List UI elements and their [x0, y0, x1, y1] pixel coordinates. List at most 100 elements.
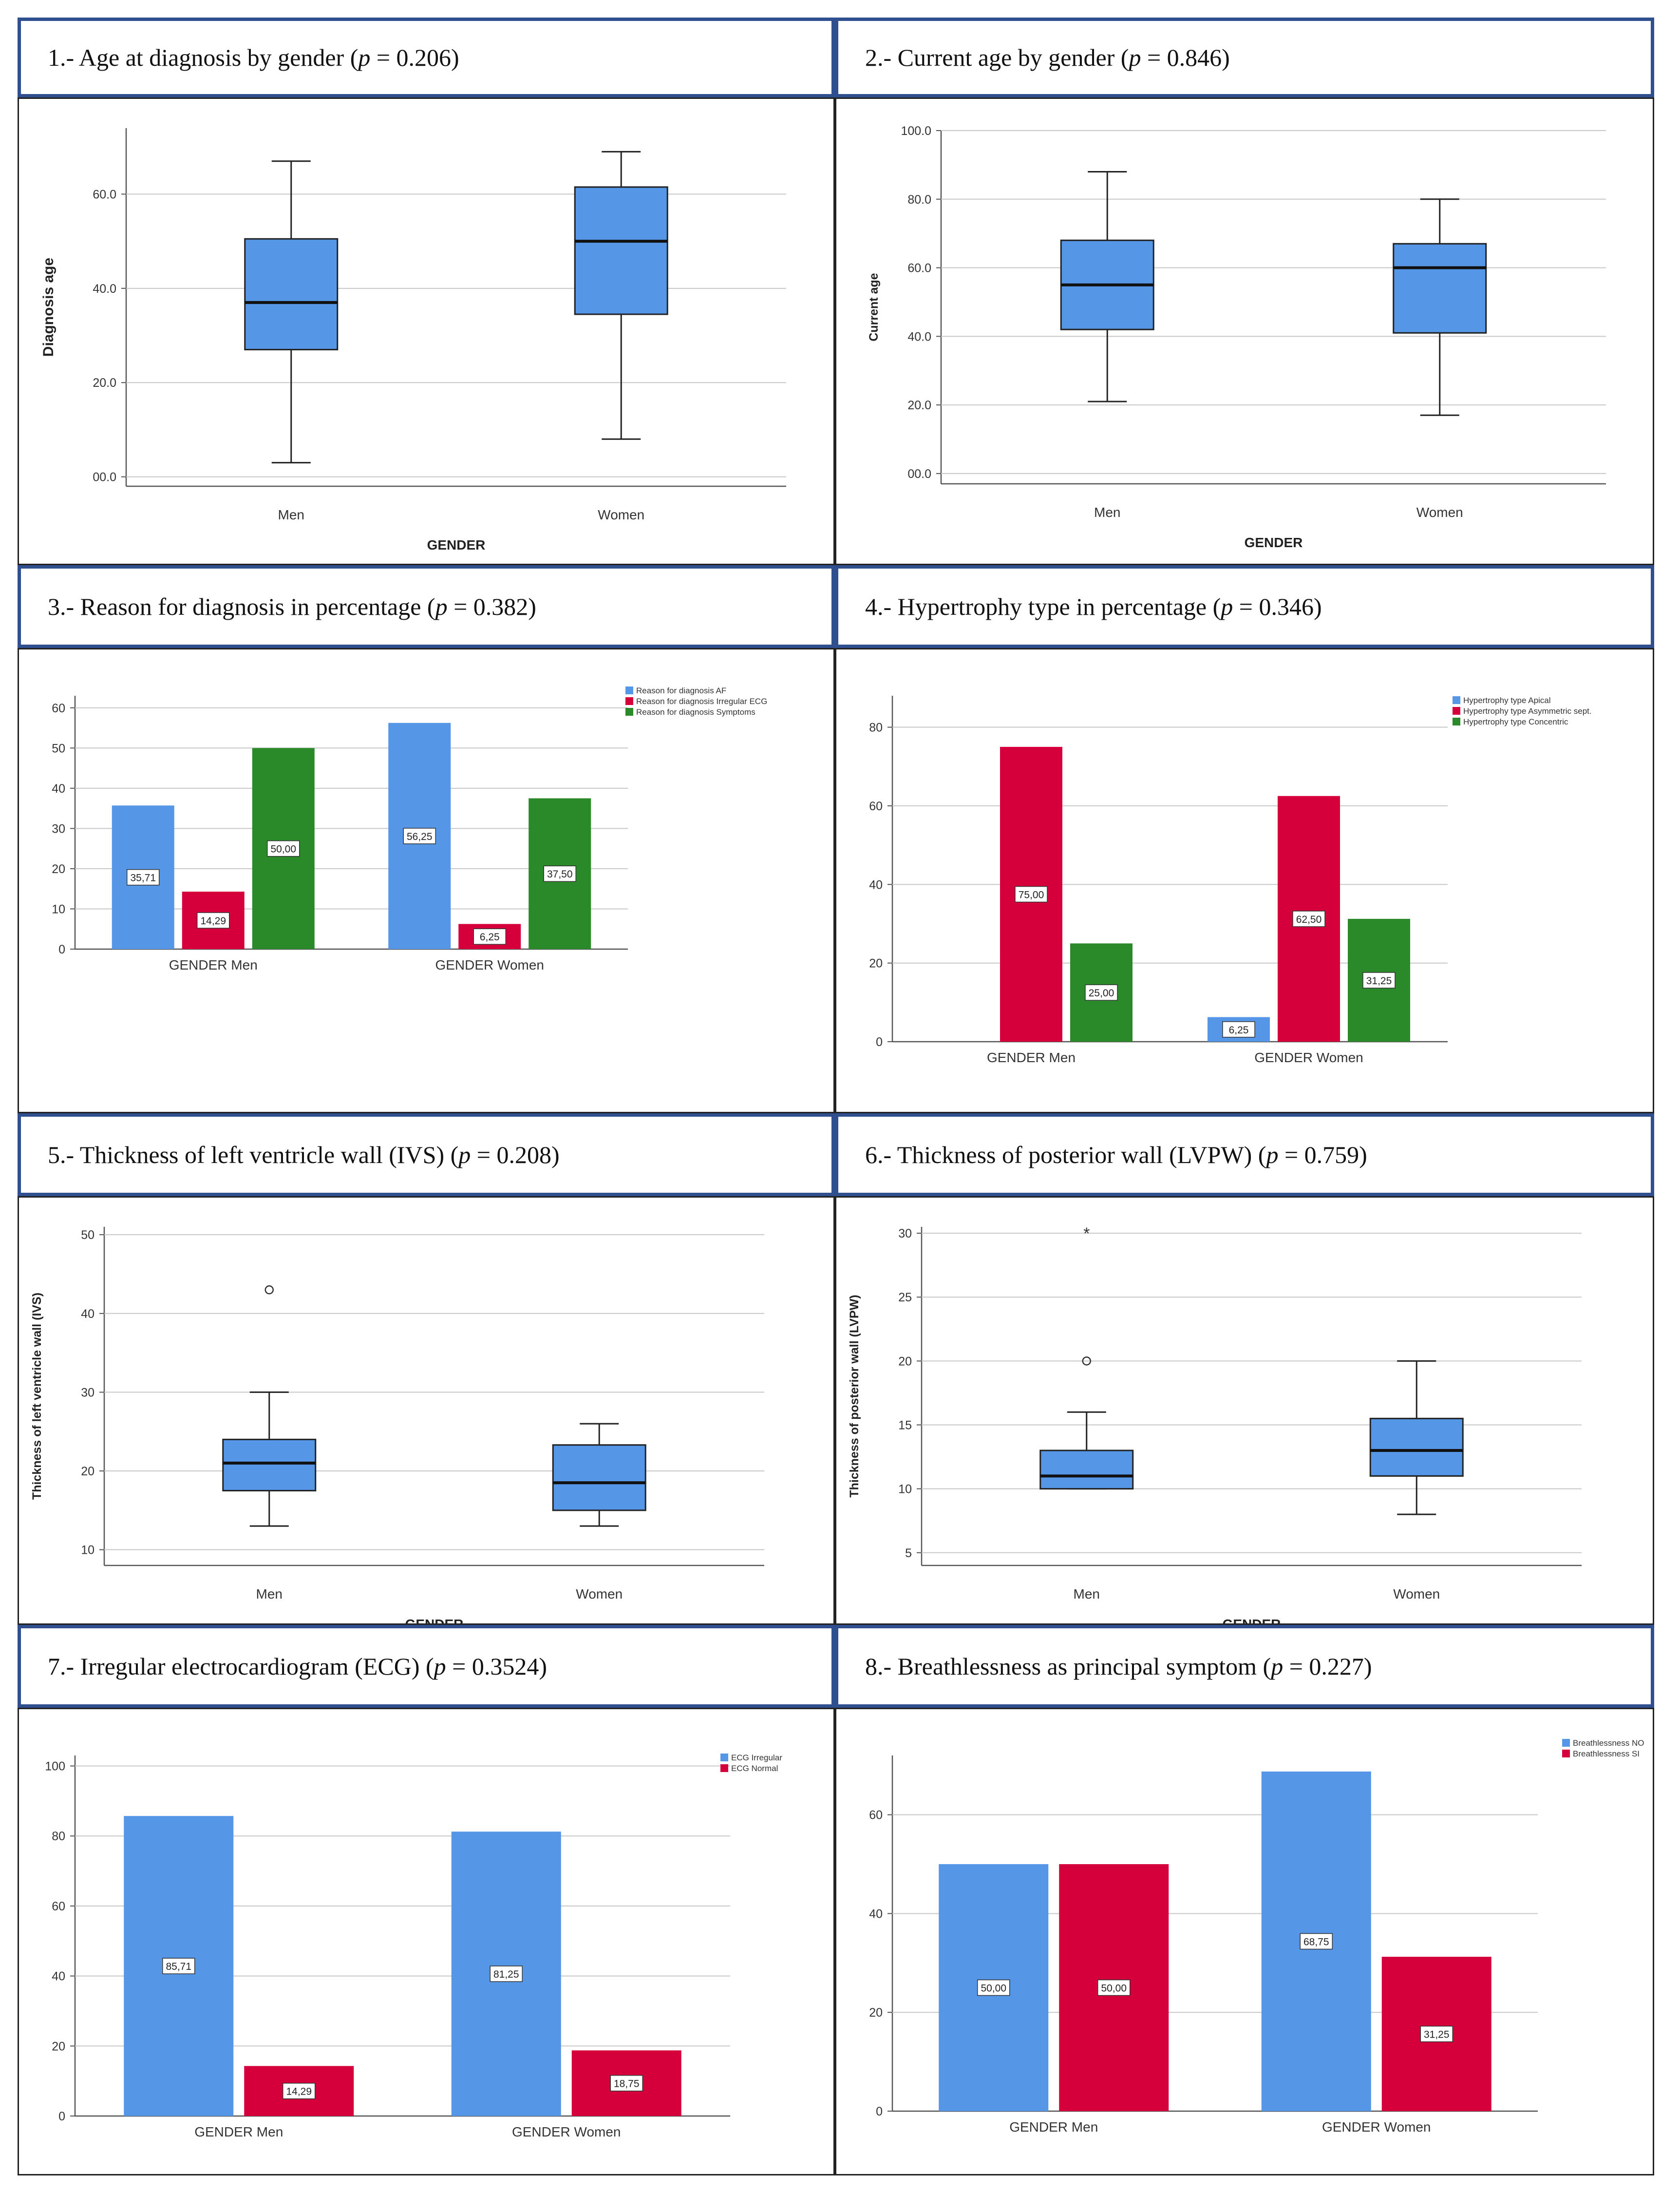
data-label-box: [1015, 886, 1048, 903]
chart-panel-8: 0 20 40 60 50,00 50,00 GENDER Men 68,75 31,25 GEN…: [835, 1708, 1654, 2175]
y-tick-label: 100.0: [901, 124, 931, 138]
legend-swatch: [720, 1754, 728, 1761]
legend-label: Hypertrophy type Concentric: [1463, 717, 1568, 726]
chart-title-box-8: 8.- Breathlessness as principal symptom …: [835, 1625, 1654, 1708]
data-label: 31,25: [1366, 975, 1392, 987]
p-value: = 0.206): [370, 44, 459, 71]
y-tick-label: 60.0: [907, 262, 931, 275]
legend-swatch: [720, 1764, 728, 1772]
data-label: 6,25: [1229, 1025, 1249, 1036]
chart-title: 5.- Thickness of left ventricle wall (IV…: [21, 1141, 560, 1169]
data-label-box: [473, 928, 506, 945]
data-label-box: [1300, 1933, 1333, 1950]
data-label-box: [1222, 1021, 1255, 1038]
y-tick-label: 40: [81, 1307, 94, 1321]
data-label-box: [127, 869, 160, 886]
y-tick-label: 40: [52, 782, 65, 796]
y-tick-label: 30: [898, 1227, 912, 1240]
data-label-box: [1097, 1979, 1131, 1996]
y-tick-label: 50: [81, 1228, 94, 1242]
y-tick-label: 20: [52, 862, 65, 876]
chart-title-box-1: 1.- Age at diagnosis by gender (p = 0.20…: [18, 18, 835, 97]
chart-panel-1: 00.0 20.0 40.0 60.0 Men Women GENDER Diagnosis …: [18, 97, 835, 565]
y-tick-label: 20: [52, 2040, 65, 2053]
p-value: = 0.227): [1283, 1653, 1372, 1680]
y-tick-label: 0: [876, 2105, 883, 2118]
legend-swatch: [1453, 696, 1460, 704]
legend-swatch: [625, 697, 633, 705]
p-symbol: p: [1266, 1141, 1279, 1168]
y-tick-label: 40: [869, 878, 883, 892]
p-symbol: p: [1271, 1653, 1284, 1680]
outlier-point: [1082, 1356, 1091, 1366]
chart-title-text: 7.- Irregular electrocardiogram (ECG) (: [48, 1653, 434, 1680]
chart-title: 6.- Thickness of posterior wall (LVPW) (…: [838, 1141, 1367, 1169]
p-symbol: p: [358, 44, 371, 71]
chart-panel-6: 5 10 15 20 25 30 * Men Women GENDER Thickness of p…: [835, 1196, 1654, 1626]
y-tick-label: 20.0: [907, 399, 931, 412]
chart-title-box-3: 3.- Reason for diagnosis in percentage (…: [18, 565, 835, 648]
chart-svg-1: 00.0 20.0 40.0 60.0 Men Women GENDER Diagnosis …: [40, 128, 786, 553]
chart-title: 2.- Current age by gender (p = 0.846): [838, 43, 1230, 72]
legend-label: Hypertrophy type Asymmetric sept.: [1463, 706, 1592, 716]
y-tick-label: 30: [81, 1386, 94, 1399]
x-category-label: GENDER Women: [435, 957, 544, 973]
chart-panel-7: 0 20 40 60 80 100 85,71 14,29 GENDER Men 81,25 18,…: [18, 1708, 835, 2175]
y-tick-label: 10: [898, 1483, 912, 1496]
legend-label: Reason for diagnosis Irregular ECG: [636, 697, 767, 706]
x-category-label: Women: [1416, 505, 1463, 520]
box-women: [552, 1444, 646, 1511]
data-label: 14,29: [200, 915, 226, 927]
y-tick-label: 40.0: [907, 330, 931, 343]
box-men: [1039, 1449, 1134, 1490]
data-label: 35,71: [130, 873, 156, 884]
data-label-box: [162, 1958, 195, 1974]
data-label-box: [283, 2082, 316, 2099]
y-tick-label: 80: [869, 721, 883, 735]
y-tick-label: 30: [52, 822, 65, 836]
y-tick-label: 100: [45, 1760, 65, 1773]
y-tick-label: 80.0: [907, 193, 931, 207]
data-label-box: [490, 1965, 523, 1982]
legend-swatch: [1453, 718, 1460, 725]
chart-title: 8.- Breathlessness as principal symptom …: [838, 1652, 1372, 1680]
box-women: [1393, 243, 1487, 334]
data-label: 50,00: [981, 1983, 1006, 1994]
p-symbol: p: [458, 1141, 471, 1168]
chart-panel-2: 00.0 20.0 40.0 60.0 80.0 100.0 Men Women GENDER C…: [835, 97, 1654, 565]
p-value: = 0.3524): [446, 1653, 547, 1680]
x-category-label: GENDER Men: [194, 2124, 283, 2139]
y-tick-label: 20: [81, 1465, 94, 1478]
legend-label: Reason for diagnosis Symptoms: [636, 707, 755, 717]
extreme-point: *: [1083, 1224, 1090, 1243]
data-label-box: [977, 1979, 1010, 1996]
p-value: = 0.846): [1141, 44, 1230, 71]
x-category-label: GENDER Men: [987, 1050, 1076, 1065]
x-category-label: Women: [598, 507, 644, 522]
legend-label: Hypertrophy type Apical: [1463, 696, 1551, 705]
y-tick-label: 10: [52, 902, 65, 916]
data-label: 18,75: [614, 2079, 640, 2090]
y-tick-label: 60: [52, 1900, 65, 1913]
y-axis-title: Thickness of posterior wall (LVPW): [848, 1295, 861, 1497]
x-axis-title: GENDER: [427, 537, 486, 553]
x-category-label: GENDER Women: [1322, 2119, 1431, 2135]
legend-label: Breathlessness SI: [1573, 1749, 1640, 1758]
chart-svg-6: 5 10 15 20 25 30 * Men Women GENDER Thickness of p…: [848, 1224, 1582, 1626]
chart-title: 1.- Age at diagnosis by gender (p = 0.20…: [21, 43, 459, 72]
data-label: 68,75: [1303, 1936, 1329, 1947]
y-tick-label: 20: [869, 2006, 883, 2020]
chart-svg-2: 00.0 20.0 40.0 60.0 80.0 100.0 Men Women GENDER C…: [867, 124, 1606, 550]
data-label: 6,25: [480, 932, 500, 943]
p-symbol: p: [434, 1653, 446, 1680]
y-tick-label: 15: [898, 1419, 912, 1432]
y-tick-label: 10: [81, 1544, 94, 1557]
x-category-label: GENDER Men: [1009, 2119, 1098, 2135]
legend-label: Breathlessness NO: [1573, 1738, 1644, 1748]
data-label-box: [197, 912, 230, 929]
x-axis-title: GENDER: [1223, 1617, 1281, 1626]
chart-title-text: 4.- Hypertrophy type in percentage (: [865, 593, 1221, 620]
chart-panel-5: 10 20 30 40 50 Men Women GENDER Thickness of lef…: [18, 1196, 835, 1626]
y-tick-label: 60: [52, 702, 65, 715]
p-value: = 0.382): [447, 593, 536, 620]
